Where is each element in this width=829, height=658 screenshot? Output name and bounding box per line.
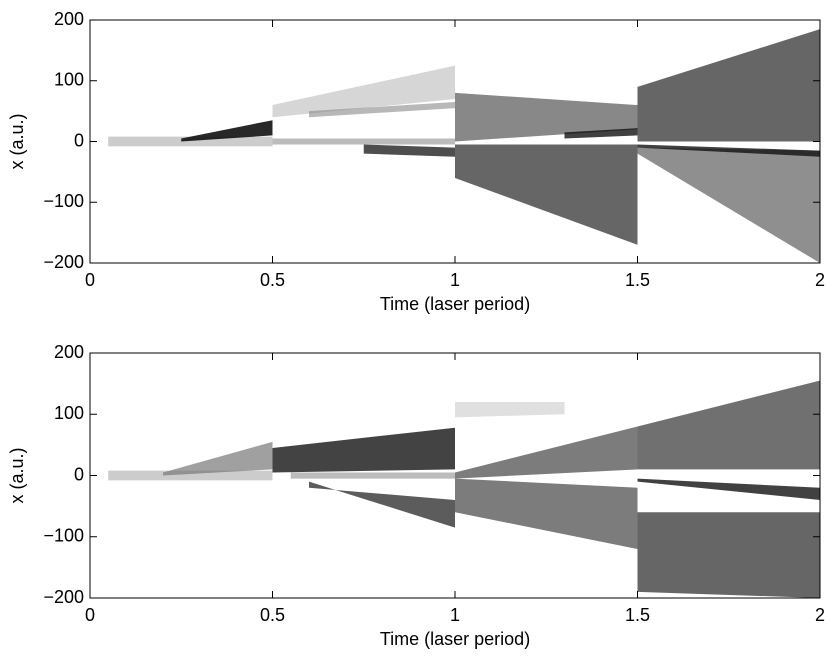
x-tick-label: 2 bbox=[815, 270, 825, 290]
y-tick-label: 200 bbox=[54, 9, 84, 29]
density-band bbox=[309, 481, 455, 528]
y-tick-label: −200 bbox=[43, 252, 84, 272]
density-band bbox=[309, 102, 455, 118]
x-tick-label: 0.5 bbox=[260, 605, 285, 625]
x-tick-label: 1 bbox=[450, 270, 460, 290]
density-band bbox=[637, 478, 820, 500]
density-band bbox=[637, 512, 820, 598]
y-axis-label: x (a.u.) bbox=[7, 447, 27, 503]
y-tick-label: −200 bbox=[43, 587, 84, 607]
density-band bbox=[181, 120, 273, 142]
x-axis-label: Time (laser period) bbox=[380, 294, 530, 314]
x-tick-label: 0.5 bbox=[260, 270, 285, 290]
density-band bbox=[290, 472, 455, 479]
x-tick-label: 1 bbox=[450, 605, 460, 625]
x-axis-label: Time (laser period) bbox=[380, 629, 530, 649]
y-tick-label: 0 bbox=[74, 130, 84, 150]
x-tick-label: 2 bbox=[815, 605, 825, 625]
density-band bbox=[637, 144, 820, 157]
density-band bbox=[108, 470, 273, 481]
density-band bbox=[455, 92, 638, 142]
y-tick-label: −100 bbox=[43, 526, 84, 546]
density-band bbox=[163, 441, 273, 476]
density-band bbox=[637, 29, 820, 142]
y-tick-label: 0 bbox=[74, 464, 84, 484]
density-band bbox=[564, 128, 638, 139]
density-band bbox=[455, 402, 565, 418]
plot-frame bbox=[89, 19, 821, 264]
y-tick-label: 100 bbox=[54, 403, 84, 423]
plot-frame bbox=[89, 352, 821, 599]
density-band bbox=[637, 380, 820, 470]
y-tick-label: −100 bbox=[43, 191, 84, 211]
y-tick-label: 100 bbox=[54, 70, 84, 90]
density-band bbox=[363, 144, 455, 157]
density-band bbox=[272, 65, 455, 118]
x-tick-label: 0 bbox=[85, 270, 95, 290]
density-band bbox=[455, 426, 638, 479]
density-band bbox=[272, 427, 455, 473]
x-tick-label: 1.5 bbox=[625, 270, 650, 290]
heatmap-image bbox=[108, 380, 820, 598]
x-tick-label: 1.5 bbox=[625, 605, 650, 625]
y-tick-label: 200 bbox=[54, 342, 84, 362]
density-band bbox=[272, 138, 455, 145]
density-band bbox=[637, 147, 820, 263]
density-band bbox=[108, 136, 273, 147]
y-axis-label: x (a.u.) bbox=[7, 113, 27, 169]
density-band bbox=[455, 144, 638, 245]
heatmap-image bbox=[108, 29, 820, 263]
density-band bbox=[455, 478, 638, 549]
x-tick-label: 0 bbox=[85, 605, 95, 625]
